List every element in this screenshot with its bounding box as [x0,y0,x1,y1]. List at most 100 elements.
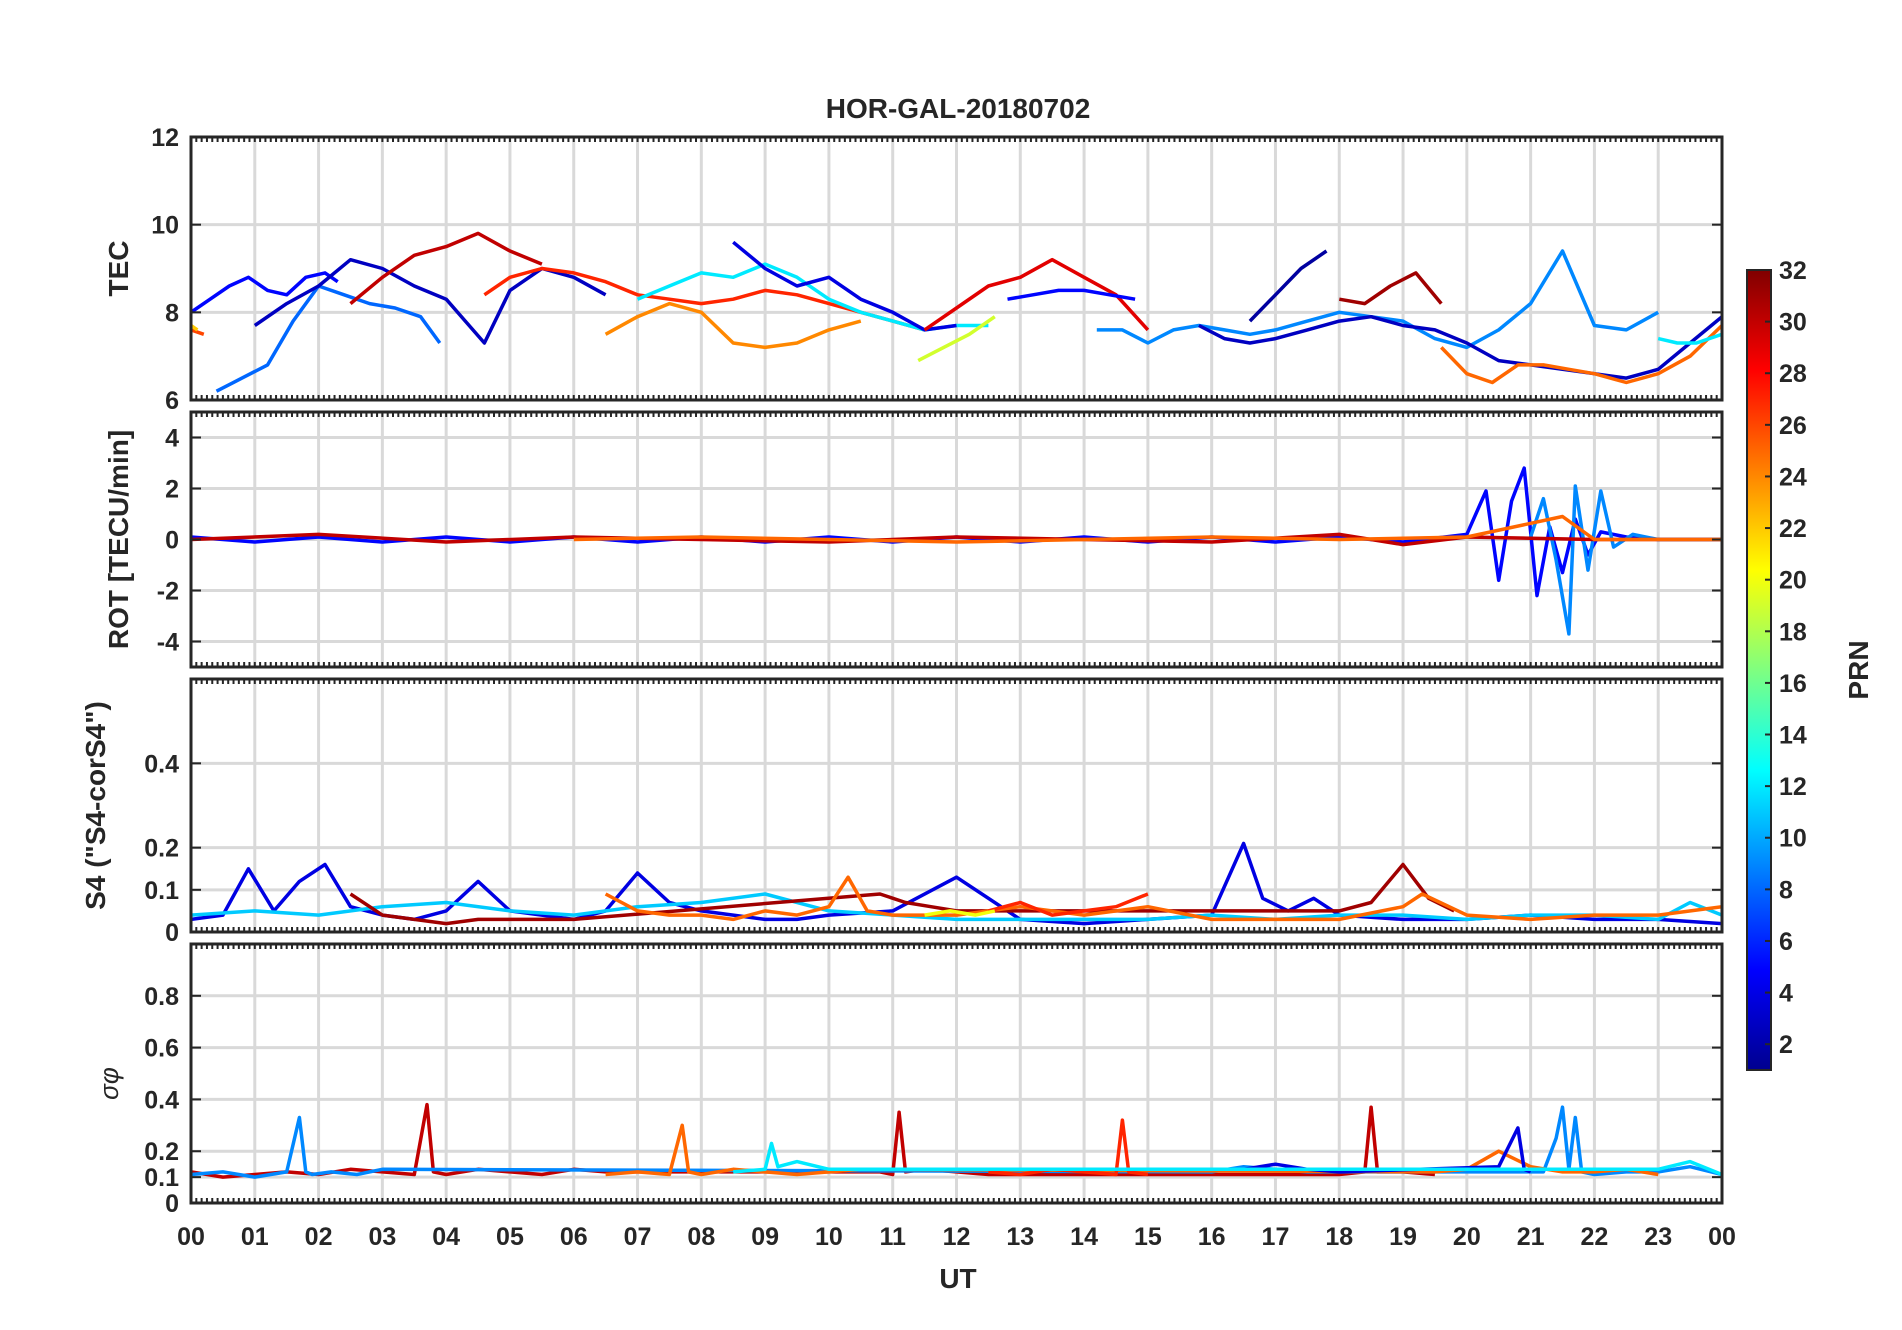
y-tick-label: 0.4 [144,750,179,778]
panel-frame [189,677,1724,934]
panel-1: 6 8 10 12 TEC [103,124,1724,415]
series-group [191,1102,1722,1179]
series-prn-29 [923,257,1150,332]
x-tick-label: 03 [368,1223,396,1251]
series-prn-31 [349,862,1455,926]
colorbar-tick-label: 24 [1779,463,1807,491]
series-prn-24 [604,301,862,350]
series-prn-3 [1198,314,1722,380]
colorbar-tick-label: 8 [1779,876,1793,904]
series-prn-19 [917,315,996,363]
panel-4: 00.10.2 0.4 0.6 0.8 σφ [94,942,1724,1218]
series-group [191,466,1722,636]
colorbar-tick-label: 6 [1779,928,1793,956]
y-tick-label: 0.2 [144,835,179,863]
y-tick-label: 0.6 [144,1035,179,1063]
colorbar-tick-label: 32 [1779,257,1807,285]
colorbar-tick-label: 20 [1779,567,1807,595]
x-tick-label: 00 [177,1223,205,1251]
y-tick-label: 2 [165,476,179,504]
x-tick-label: 17 [1262,1223,1290,1251]
x-tick-label: 11 [879,1223,906,1251]
series-prn-9 [1096,249,1660,350]
y-tick-label: 0 [165,919,179,947]
colorbar-tick-label: 14 [1779,722,1807,750]
x-tick-label: 02 [305,1223,333,1251]
x-tick-label: 10 [815,1223,843,1251]
y-tick-label: 0 [165,1190,179,1218]
colorbar-tick-label: 18 [1779,618,1807,646]
colorbar-tick-label: 12 [1779,773,1807,801]
y-tick-label: -4 [157,629,179,657]
x-tick-label: 23 [1644,1223,1672,1251]
series-prn-5 [1007,288,1136,301]
y-tick-label: 4 [165,425,179,453]
series-prn-2 [1248,249,1328,323]
x-tick-label: 07 [624,1223,652,1251]
x-axis-label: UT [939,1263,976,1294]
x-tick-label: 15 [1134,1223,1162,1251]
x-tick-label: 18 [1325,1223,1353,1251]
y-tick-label: 0.8 [144,983,179,1011]
x-tick-label: 20 [1453,1223,1481,1251]
x-tick-label: 01 [241,1223,269,1251]
y-tick-label: 0.1 [144,1164,179,1192]
chart-title: HOR-GAL-20180702 [826,93,1091,124]
x-tick-label: 22 [1581,1223,1609,1251]
colorbar-tick-label: 30 [1779,309,1807,337]
panel-3: 0 0.1 0.2 0.4 S4 ("S4-corS4") [80,677,1724,947]
colorbar-label: PRN [1843,640,1874,699]
y-tick-label: 8 [165,299,179,327]
y-axis-label: ROT [TECU/min] [103,430,134,649]
series-prn-8 [215,284,442,393]
series-prn-27 [987,892,1149,917]
y-tick-label: 0.2 [144,1138,179,1166]
colorbar-gradient [1746,269,1772,1071]
series-prn-25 [604,875,1722,922]
series-group [191,231,1722,393]
series-prn-25 [1440,324,1722,385]
series-prn-30 [349,231,543,305]
colorbar-tick-label: 4 [1779,980,1793,1008]
series-prn-31 [1339,271,1443,306]
colorbar-tick-label: 2 [1779,1031,1793,1059]
x-tick-label: 04 [432,1223,460,1251]
panel-frame [189,410,1724,669]
y-axis-label: σφ [94,1067,124,1100]
colorbar-tick-label: 10 [1779,825,1807,853]
series-prn-5 [191,271,339,314]
colorbar-tick-label: 26 [1779,412,1807,440]
x-tick-label: 09 [751,1223,779,1251]
colorbar-tick-label: 22 [1779,515,1807,543]
x-tick-label: 05 [496,1223,524,1251]
x-tick-label: 08 [687,1223,715,1251]
x-tick-label: 14 [1070,1223,1098,1251]
y-tick-label: -2 [157,578,179,606]
x-tick-label: 12 [943,1223,971,1251]
x-tick-label: 21 [1517,1223,1545,1251]
series-prn-27 [988,1118,1149,1177]
panel-frame [189,942,1724,1205]
series-prn-11 [191,892,1722,922]
series-prn-4 [732,240,957,332]
x-axis: 00 01 02 03 04 05 06 07 08 09 10 11 12 13 14 15 16 17 18 19… [177,1223,1736,1251]
y-tick-label: 0.1 [144,877,179,905]
x-tick-label: 00 [1708,1223,1736,1251]
x-tick-label: 16 [1198,1223,1226,1251]
colorbar-tick-label: 16 [1779,670,1807,698]
y-axis-label: TEC [103,241,134,297]
y-tick-label: 10 [151,212,179,240]
x-tick-label: 06 [560,1223,588,1251]
series-prn-25 [573,514,1722,544]
series-prn-20 [924,909,996,917]
series-prn-26 [191,328,205,336]
colorbar-tick-label: 28 [1779,360,1807,388]
y-tick-label: 12 [151,124,179,152]
y-axis-label: S4 ("S4-corS4") [80,701,111,910]
panel-2: -4 -2 0 2 4 ROT [TECU/min] [103,410,1724,669]
series-prn-12 [733,1141,1722,1177]
series-prn-12 [1657,332,1722,345]
